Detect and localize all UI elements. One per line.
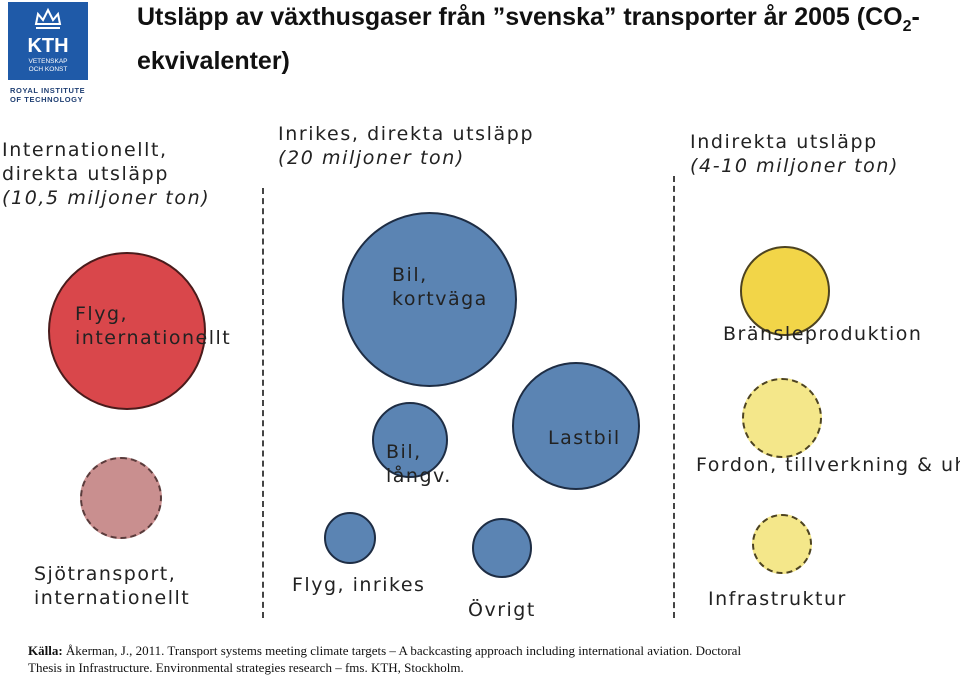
crown-icon: KTH VETENSKAP OCH KONST [27,7,69,73]
column-divider-left [262,188,264,618]
bubble-ovrigt [472,518,532,578]
label-lastbil: Lastbil [548,427,621,449]
title-part1: Utsläpp av växthusgaser från ”svenska” t… [137,3,903,31]
bubble-flyg-inrikes [324,512,376,564]
column-header-line: direkta utsläpp [2,163,169,185]
label-ovrigt: Övrigt [468,599,536,621]
column-header-subtitle: (4-10 miljoner ton) [690,155,900,177]
column-header-international: Internationellt, direkta utsläpp (10,5 m… [2,138,210,210]
title-part2: -ekvivalenter) [137,3,920,75]
source-text-line2: Thesis in Infrastructure. Environmental … [28,660,464,675]
column-header-line: Inrikes, direkta utsläpp [278,123,535,145]
column-header-subtitle: (20 miljoner ton) [278,147,465,169]
source-line1: Källa: Åkerman, J., 2011. Transport syst… [28,642,948,659]
bubble-bransleproduktion [740,246,830,336]
source-label: Källa: [28,643,63,658]
label-line: Bil, [392,264,428,286]
label-bil-langvaga: Bil, långv. [386,440,452,488]
column-header-line: Indirekta utsläpp [690,131,878,153]
column-header-line: Internationellt, [2,139,168,161]
label-line: kortväga [392,288,488,310]
label-line: internationellt [75,327,232,349]
bubble-infrastruktur [752,514,812,574]
logo-kth-text: KTH [27,35,68,57]
institution-line2: OF TECHNOLOGY [10,95,84,104]
label-bransleproduktion: Bränsleproduktion [723,323,923,345]
kth-logo: KTH VETENSKAP OCH KONST [8,2,88,80]
institution-name: ROYAL INSTITUTE OF TECHNOLOGY [10,86,85,104]
label-line: Flyg, [75,303,129,325]
column-header-domestic: Inrikes, direkta utsläpp (20 miljoner to… [278,122,534,170]
label-line: Sjötransport, [34,563,177,585]
bubble-lastbil [512,362,640,490]
bubble-bil-langvaga [372,402,448,478]
source-citation: Källa: Åkerman, J., 2011. Transport syst… [28,642,948,676]
logo-line2-text: VETENSKAP [28,58,67,65]
label-sjotransport: Sjötransport, internationellt [34,562,190,610]
column-header-subtitle: (10,5 miljoner ton) [2,187,211,209]
label-line: Bil, [386,441,422,463]
column-divider-right [673,176,675,618]
bubble-flyg-internationellt [48,252,206,410]
institution-line1: ROYAL INSTITUTE [10,86,86,95]
bubble-fordon [742,378,822,458]
page-title: Utsläpp av växthusgaser från ”svenska” t… [137,0,937,78]
source-text-line1: Åkerman, J., 2011. Transport systems mee… [65,643,742,658]
bubble-sjotransport [80,457,162,539]
label-bil-kortvaga: Bil, kortväga [392,263,488,311]
label-infrastruktur: Infrastruktur [708,588,847,610]
label-line: långv. [386,465,452,487]
label-fordon: Fordon, tillverkning & uh [696,454,960,476]
label-line: internationellt [34,587,191,609]
label-flyg-internationellt: Flyg, internationellt [75,302,231,350]
label-flyg-inrikes: Flyg, inrikes [292,574,426,596]
logo-line3-text: OCH KONST [29,66,68,73]
bubble-bil-kortvaga [342,212,517,387]
title-subscript: 2 [902,18,912,35]
column-header-indirect: Indirekta utsläpp (4-10 miljoner ton) [690,130,899,178]
